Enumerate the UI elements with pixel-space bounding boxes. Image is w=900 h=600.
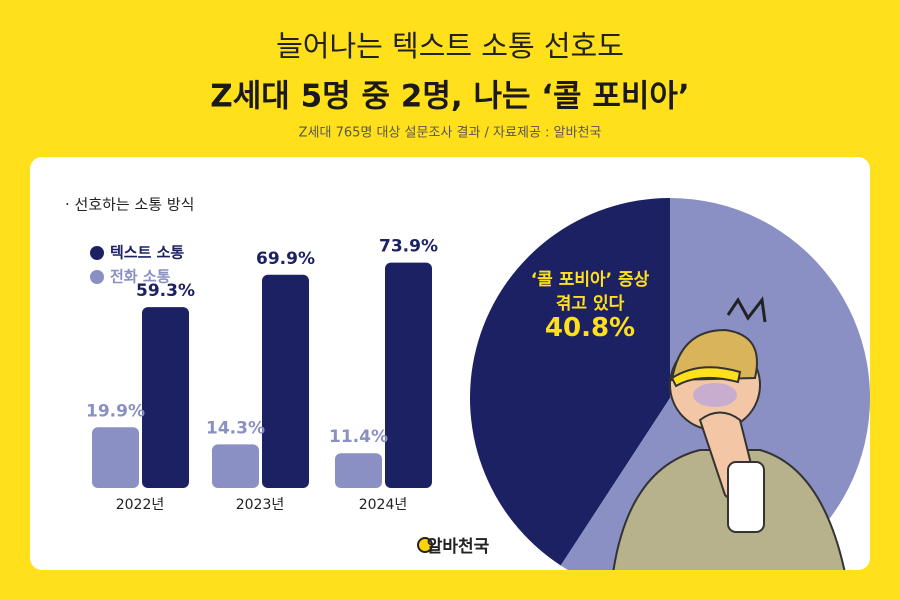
x-tick-label: 2022년 — [116, 497, 165, 513]
x-tick-label: 2024년 — [359, 497, 408, 513]
slice-label: ‘콜 포비아’ 증상 겪고 있다 — [530, 270, 650, 314]
brand: 알바천국 — [427, 537, 490, 557]
bar — [385, 262, 432, 488]
source: Z세대 765명 대상 설문조사 결과 / 자료제공 : 알바천국 — [299, 126, 602, 141]
legend-label: 텍스트 소통 — [110, 244, 184, 262]
value-label: 73.9% — [379, 237, 438, 257]
legend-swatch — [90, 246, 104, 260]
brand-icon — [417, 537, 433, 553]
bar — [262, 274, 309, 488]
bar-chart-title: · 선호하는 소통 방식 — [65, 196, 194, 214]
value-label: 14.3% — [206, 418, 265, 438]
legend-label: 전화 소통 — [110, 268, 171, 286]
value-label: 59.3% — [136, 281, 195, 301]
x-tick-label: 2023년 — [236, 497, 285, 513]
bar — [212, 444, 259, 488]
title: 늘어나는 텍스트 소통 선호도 — [276, 29, 624, 63]
subtitle: Z세대 5명 중 2명, 나는 ‘콜 포비아’ — [210, 79, 689, 115]
slice-label: 40.8% — [544, 313, 636, 343]
bar — [142, 307, 189, 488]
bar — [92, 427, 139, 488]
bar — [335, 453, 382, 488]
bar-chart: 텍스트 소통 59.3% 69.9% 73.9% 전화 소통 19.9% 14.3% 11.4… — [86, 237, 438, 513]
value-label: 11.4% — [329, 427, 388, 447]
pie-slice — [470, 198, 670, 566]
legend-swatch — [90, 270, 104, 284]
value-label: 19.9% — [86, 401, 145, 421]
value-label: 69.9% — [256, 249, 315, 269]
illustration — [608, 296, 852, 570]
